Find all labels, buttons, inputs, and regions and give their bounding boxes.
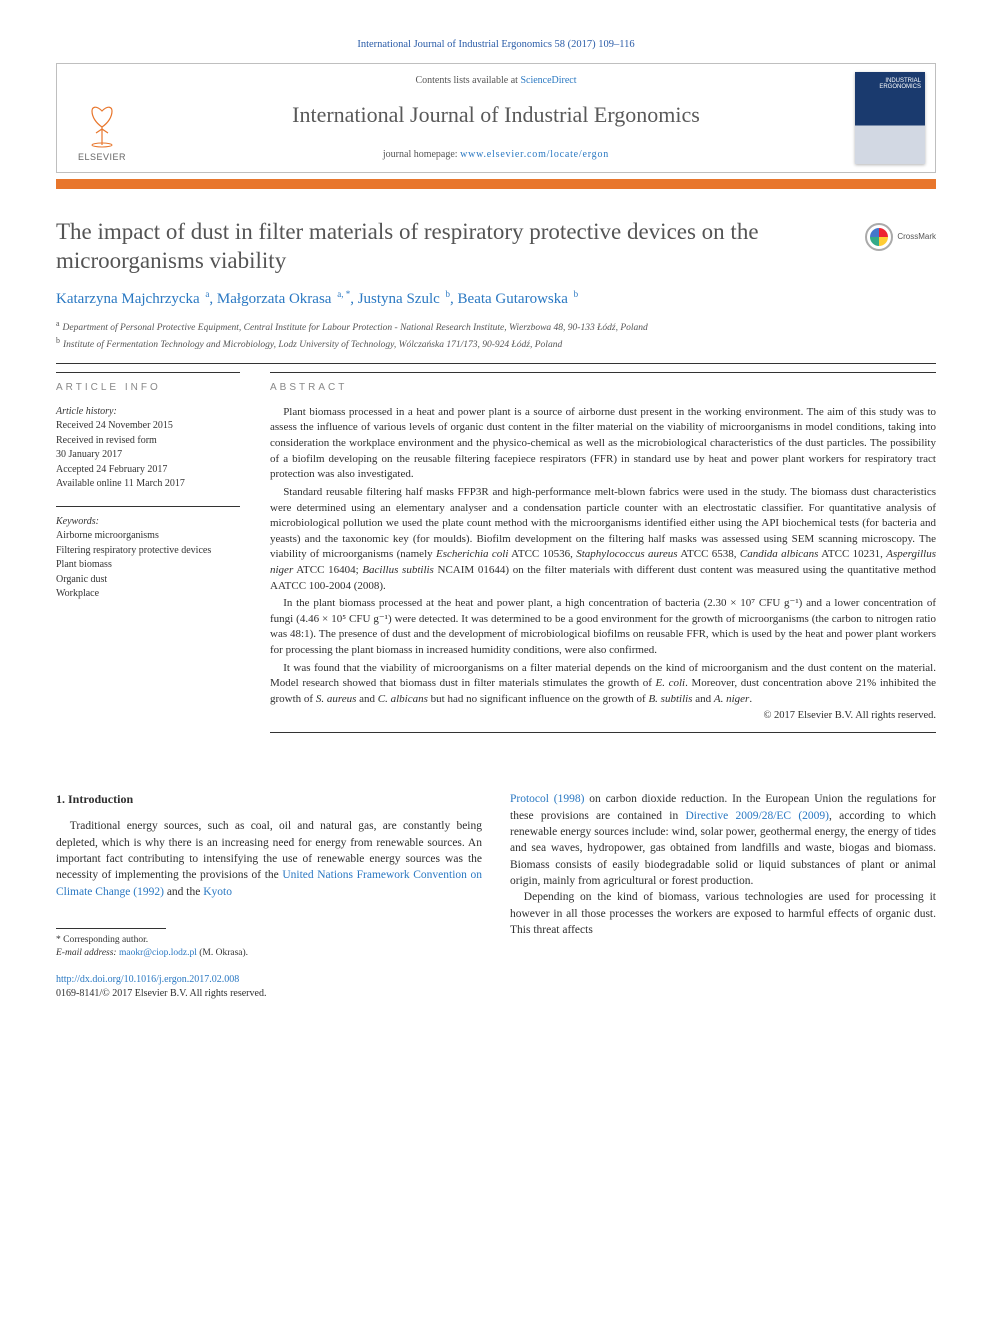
journal-homepage: journal homepage: www.elsevier.com/locat…	[155, 148, 837, 162]
crossmark-label: CrossMark	[897, 231, 936, 242]
abstract-heading: ABSTRACT	[270, 381, 936, 395]
abstract-text: Plant biomass processed in a heat and po…	[270, 405, 936, 724]
affiliations: aDepartment of Personal Protective Equip…	[56, 318, 936, 353]
divider	[56, 506, 240, 507]
reference-link[interactable]: Kyoto	[203, 886, 232, 898]
reference-link[interactable]: Protocol (1998)	[510, 793, 584, 805]
journal-header: ELSEVIER Contents lists available at Sci…	[56, 63, 936, 173]
section-heading-introduction: 1. Introduction	[56, 791, 482, 808]
article-title: The impact of dust in filter materials o…	[56, 217, 849, 276]
crossmark-widget[interactable]: CrossMark	[865, 217, 936, 251]
reference-link[interactable]: Directive 2009/28/EC (2009)	[685, 810, 829, 822]
divider	[56, 372, 240, 373]
divider	[270, 732, 936, 733]
corresponding-author-footnote: * Corresponding author. E-mail address: …	[56, 934, 482, 961]
keywords-block: Keywords: Airborne microorganismsFilteri…	[56, 515, 240, 602]
article-info-heading: ARTICLE INFO	[56, 381, 240, 395]
accent-bar	[56, 179, 936, 189]
crossmark-icon	[865, 223, 893, 251]
authors-line: Katarzyna Majchrzycka a, Małgorzata Okra…	[56, 288, 936, 311]
elsevier-tree-icon	[78, 101, 126, 149]
sciencedirect-link[interactable]: ScienceDirect	[520, 75, 576, 86]
divider	[56, 363, 936, 364]
article-history: Article history: Received 24 November 20…	[56, 405, 240, 492]
citation-line: International Journal of Industrial Ergo…	[56, 38, 936, 53]
body-column-left: 1. Introduction Traditional energy sourc…	[56, 791, 482, 1000]
publisher-logo-cell: ELSEVIER	[57, 64, 147, 172]
homepage-link[interactable]: www.elsevier.com/locate/ergon	[460, 149, 609, 160]
footnote-separator	[56, 928, 166, 929]
doi-block: http://dx.doi.org/10.1016/j.ergon.2017.0…	[56, 973, 482, 1001]
contents-available: Contents lists available at ScienceDirec…	[155, 74, 837, 88]
corresponding-email-link[interactable]: maokr@ciop.lodz.pl	[119, 948, 197, 958]
divider	[270, 372, 936, 373]
abstract-copyright: © 2017 Elsevier B.V. All rights reserved…	[270, 709, 936, 724]
journal-cover-thumbnail: INDUSTRIALERGONOMICS	[855, 72, 925, 164]
publisher-name: ELSEVIER	[78, 151, 126, 164]
journal-name: International Journal of Industrial Ergo…	[155, 100, 837, 131]
doi-link[interactable]: http://dx.doi.org/10.1016/j.ergon.2017.0…	[56, 974, 239, 985]
body-column-right: Protocol (1998) on carbon dioxide reduct…	[510, 791, 936, 1000]
